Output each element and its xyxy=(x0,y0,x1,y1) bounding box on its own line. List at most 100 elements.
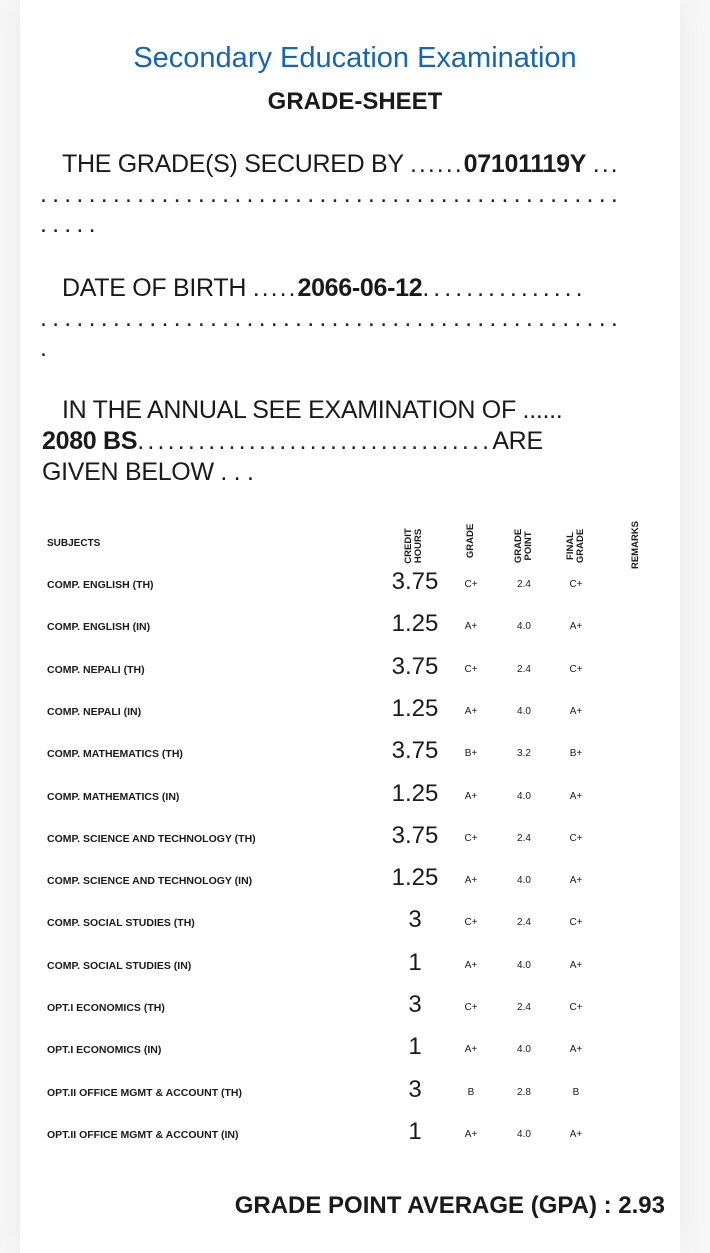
header-text: POINT xyxy=(523,531,534,561)
table-row: OPT.II OFFICE MGMT & ACCOUNT (TH) 3 B 2.8 B xyxy=(0,1076,710,1128)
grade-point-cell: 4.0 xyxy=(517,959,531,971)
grade-point-cell: 4.0 xyxy=(517,875,531,887)
dob-line: DATE OF BIRTH .....2066-06-12...........… xyxy=(62,274,587,303)
header-text: GRADE xyxy=(575,528,586,564)
table-row: OPT.I ECONOMICS (IN) 1 A+ 4.0 A+ xyxy=(0,1033,710,1085)
header-subjects: SUBJECTS xyxy=(47,538,101,549)
final-grade-cell: B xyxy=(572,1086,580,1098)
dots: ..... xyxy=(252,274,298,302)
symbol-number: 07101119Y xyxy=(463,150,587,178)
grade-cell: A+ xyxy=(464,875,478,887)
gpa-label: GRADE POINT AVERAGE (GPA) : xyxy=(234,1192,612,1219)
credit-hours-cell: 1.25 xyxy=(391,779,439,807)
exam-line-2: 2080 BS.................................… xyxy=(42,427,543,456)
header-credit-hours: CREDIT HOURS xyxy=(403,516,424,576)
subject-cell: COMP. SCIENCE AND TECHNOLOGY (IN) xyxy=(47,875,253,888)
grade-point-cell: 4.0 xyxy=(517,705,531,717)
subject-cell: COMP. ENGLISH (IN) xyxy=(47,621,151,634)
grade-cell: A+ xyxy=(464,621,478,633)
grade-point-cell: 2.4 xyxy=(517,579,531,590)
credit-hours-cell: 1.25 xyxy=(391,864,439,892)
final-grade-cell: C+ xyxy=(569,917,583,929)
grade-cell: C+ xyxy=(464,832,478,844)
gpa-line: GRADE POINT AVERAGE (GPA) : 2.93 xyxy=(235,1192,665,1220)
grade-sheet-paper xyxy=(20,0,680,1253)
grade-cell: C+ xyxy=(464,1002,478,1013)
grade-cell: A+ xyxy=(464,1044,478,1056)
subject-cell: COMP. MATHEMATICS (TH) xyxy=(47,748,183,761)
credit-hours-cell: 1 xyxy=(408,1033,422,1061)
grade-cell: A+ xyxy=(464,790,478,802)
subject-cell: COMP. SOCIAL STUDIES (IN) xyxy=(47,959,192,972)
gpa-value: 2.93 xyxy=(618,1192,665,1219)
dob-label: DATE OF BIRTH xyxy=(62,274,247,302)
dots: ...... xyxy=(409,150,464,178)
subject-cell: COMP. ENGLISH (TH) xyxy=(47,579,154,591)
header-remarks: REMARKS xyxy=(630,520,641,570)
grade-point-cell: 2.4 xyxy=(517,832,531,844)
subject-cell: OPT.I ECONOMICS (TH) xyxy=(47,1002,165,1014)
dots: ............... xyxy=(422,274,587,302)
dots-line: . xyxy=(40,334,53,362)
final-grade-cell: C+ xyxy=(569,663,583,675)
table-row: OPT.I ECONOMICS (TH) 3 C+ 2.4 C+ xyxy=(0,991,710,1043)
final-grade-cell: C+ xyxy=(569,1002,583,1013)
table-row: COMP. SCIENCE AND TECHNOLOGY (IN) 1.25 A+ 4… xyxy=(0,864,710,916)
final-grade-cell: A+ xyxy=(569,621,583,633)
final-grade-cell: A+ xyxy=(569,959,583,971)
credit-hours-cell: 1.25 xyxy=(391,694,439,722)
grade-point-cell: 4.0 xyxy=(517,621,531,633)
grade-cell: C+ xyxy=(464,663,478,675)
credit-hours-cell: 3.75 xyxy=(391,737,439,765)
header-grade: GRADE xyxy=(465,523,476,559)
grade-cell: A+ xyxy=(464,1128,478,1140)
final-grade-cell: B+ xyxy=(569,748,583,760)
grade-point-cell: 2.4 xyxy=(517,917,531,929)
grade-cell: C+ xyxy=(464,917,478,929)
table-row: OPT.II OFFICE MGMT & ACCOUNT (IN) 1 A+ 4.0 A… xyxy=(0,1118,710,1170)
dots-line: ..... xyxy=(40,210,101,238)
subject-cell: COMP. SCIENCE AND TECHNOLOGY (TH) xyxy=(47,832,256,845)
final-grade-cell: A+ xyxy=(569,1044,583,1056)
dots-line: ........................................… xyxy=(40,304,623,332)
credit-hours-cell: 3.75 xyxy=(391,652,439,680)
final-grade-cell: C+ xyxy=(569,832,583,844)
grade-cell: A+ xyxy=(464,705,478,717)
header-text: HOURS xyxy=(413,528,424,564)
grade-cell: B+ xyxy=(464,748,478,760)
dots-line: ........................................… xyxy=(40,180,623,208)
grade-point-cell: 4.0 xyxy=(517,1128,531,1140)
final-grade-cell: A+ xyxy=(569,1128,583,1140)
sheet-title: GRADE-SHEET xyxy=(267,88,443,115)
grade-point-cell: 2.4 xyxy=(517,663,531,675)
final-grade-cell: A+ xyxy=(569,705,583,717)
subject-cell: COMP. SOCIAL STUDIES (TH) xyxy=(47,917,195,930)
are-text: ARE xyxy=(492,427,543,455)
final-grade-cell: C+ xyxy=(569,579,583,590)
grade-cell: B xyxy=(467,1086,475,1098)
grade-point-cell: 4.0 xyxy=(517,790,531,802)
exam-line-3: GIVEN BELOW . . . xyxy=(42,458,254,486)
table-row: COMP. ENGLISH (IN) 1.25 A+ 4.0 A+ xyxy=(0,610,710,662)
table-row: COMP. NEPALI (TH) 3.75 C+ 2.4 C+ xyxy=(0,653,710,705)
exam-line-1: IN THE ANNUAL SEE EXAMINATION OF ...... xyxy=(62,396,563,424)
table-row: COMP. SCIENCE AND TECHNOLOGY (TH) 3.75 C+ 2… xyxy=(0,822,710,874)
credit-hours-cell: 1 xyxy=(408,1117,422,1145)
grade-cell: A+ xyxy=(464,959,478,971)
header-grade-point: GRADE POINT xyxy=(513,516,534,576)
grade-cell: C+ xyxy=(464,579,478,590)
table-row: COMP. MATHEMATICS (IN) 1.25 A+ 4.0 A+ xyxy=(0,780,710,832)
dots: ................................... xyxy=(137,427,493,455)
exam-year: 2080 BS xyxy=(42,427,138,455)
secured-by-line: THE GRADE(S) SECURED BY ......07101119Y … xyxy=(62,150,620,179)
credit-hours-cell: 3 xyxy=(408,906,422,934)
credit-hours-cell: 3 xyxy=(408,991,422,1018)
final-grade-cell: A+ xyxy=(569,790,583,802)
subject-cell: COMP. NEPALI (TH) xyxy=(47,663,145,676)
subject-cell: COMP. NEPALI (IN) xyxy=(47,705,142,718)
final-grade-cell: A+ xyxy=(569,875,583,887)
credit-hours-cell: 3.75 xyxy=(391,568,439,595)
credit-hours-cell: 3.75 xyxy=(391,821,439,849)
dob-value: 2066-06-12 xyxy=(297,274,423,302)
credit-hours-cell: 3 xyxy=(408,1075,422,1103)
